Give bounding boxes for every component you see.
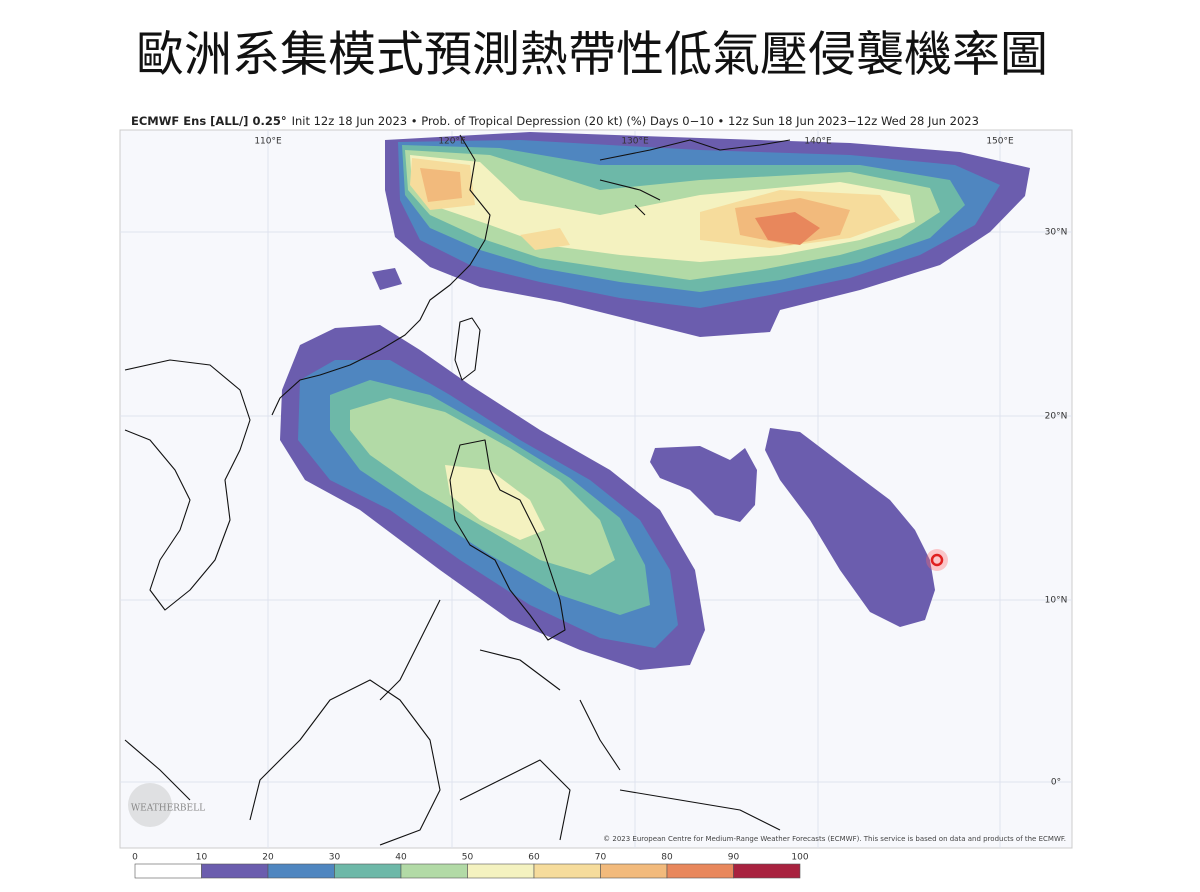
legend-tick-label: 30	[329, 853, 341, 863]
lon-label: 110°E	[254, 137, 282, 147]
coastlines	[124, 134, 791, 846]
coastline	[599, 139, 791, 216]
legend-swatch	[267, 863, 335, 879]
legend-tick-label: 20	[262, 853, 274, 863]
prob-area	[445, 465, 545, 540]
lat-label: 20°N	[1045, 412, 1068, 422]
legend-tick-label: 60	[528, 853, 540, 863]
header-model: ECMWF Ens [ALL/] 0.25°	[131, 114, 287, 128]
logo: WEATHERBELL	[131, 804, 205, 814]
logo-icon	[128, 783, 172, 827]
legend-tick-label: 80	[661, 853, 673, 863]
probability-field	[280, 132, 1030, 670]
lon-labels: 110°E 120°E 130°E 140°E 150°E	[254, 137, 1014, 147]
legend-tick-label: 0	[132, 853, 138, 863]
storm-marker	[930, 553, 944, 567]
legend-swatch	[201, 863, 269, 879]
legend-tick-label: 70	[595, 853, 607, 863]
lon-label: 130°E	[621, 137, 649, 147]
lat-labels: 30°N 20°N 10°N 0°	[1045, 228, 1068, 788]
legend-swatch	[733, 863, 801, 879]
lat-label: 10°N	[1045, 596, 1068, 606]
color-legend: 0 10 20 30 40 50 60 70 80 90 100	[132, 853, 809, 879]
prob-area	[650, 446, 757, 522]
prob-area	[765, 428, 935, 627]
legend-tick-label: 90	[728, 853, 740, 863]
map: 110°E 120°E 130°E 140°E 150°E 30°N 20°N 10°N 0°…	[119, 129, 1073, 849]
coastline	[124, 359, 251, 611]
lat-label: 0°	[1051, 778, 1061, 788]
coastline	[379, 599, 621, 771]
copyright: © 2023 European Centre for Medium-Range …	[603, 835, 1066, 843]
coastline	[124, 679, 781, 846]
prob-area	[420, 168, 850, 245]
header-rest: Init 12z 18 Jun 2023 • Prob. of Tropical…	[292, 114, 979, 128]
legend-swatch	[400, 863, 468, 879]
legend-tick-label: 10	[196, 853, 208, 863]
legend-swatch	[533, 863, 601, 879]
legend-swatch	[600, 863, 668, 879]
lat-label: 30°N	[1045, 228, 1068, 238]
coastline	[449, 439, 566, 641]
lon-label: 120°E	[438, 137, 466, 147]
prob-area	[755, 212, 820, 245]
map-header: ECMWF Ens [ALL/] 0.25° Init 12z 18 Jun 20…	[131, 114, 979, 128]
legend-tick-label: 50	[462, 853, 474, 863]
legend-swatch	[467, 863, 535, 879]
coastline	[454, 317, 481, 381]
storm-glow	[926, 549, 948, 571]
legend-tick-label: 100	[791, 853, 808, 863]
page-title: 歐洲系集模式預測熱帶性低氣壓侵襲機率圖	[136, 27, 1048, 83]
legend-tick-label: 40	[395, 853, 407, 863]
legend-swatch	[134, 863, 202, 879]
lon-label: 150°E	[986, 137, 1014, 147]
legend-swatch	[334, 863, 402, 879]
legend-swatch	[666, 863, 734, 879]
coastline	[271, 134, 491, 416]
lon-label: 140°E	[804, 137, 832, 147]
prob-area	[372, 268, 402, 290]
